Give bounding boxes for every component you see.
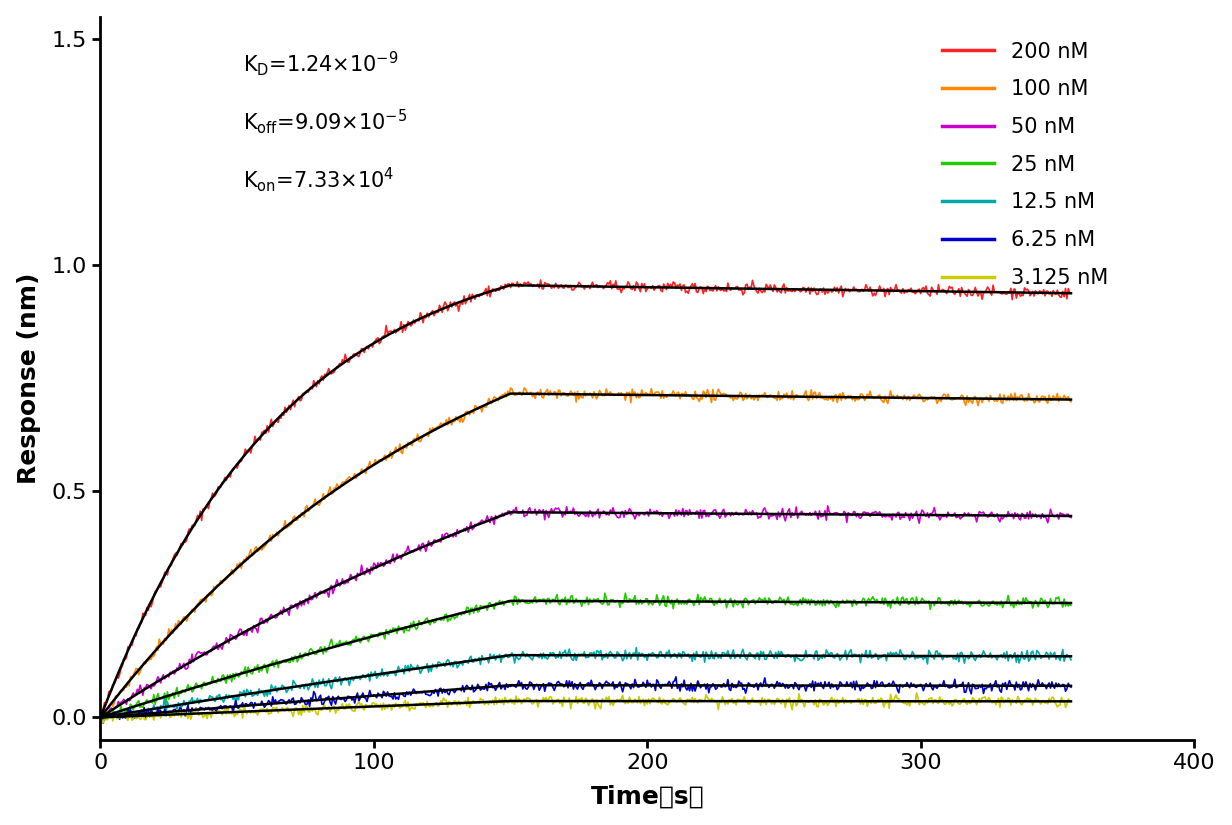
Y-axis label: Response (nm): Response (nm) [17, 272, 41, 484]
Legend: 200 nM, 100 nM, 50 nM, 25 nM, 12.5 nM, 6.25 nM, 3.125 nM: 200 nM, 100 nM, 50 nM, 25 nM, 12.5 nM, 6… [942, 41, 1108, 288]
Text: K$_\mathregular{off}$=9.09×10$^{-5}$: K$_\mathregular{off}$=9.09×10$^{-5}$ [243, 107, 407, 136]
Text: K$_\mathregular{on}$=7.33×10$^{4}$: K$_\mathregular{on}$=7.33×10$^{4}$ [243, 165, 394, 194]
X-axis label: Time（s）: Time（s） [590, 785, 703, 808]
Text: K$_\mathregular{D}$=1.24×10$^{-9}$: K$_\mathregular{D}$=1.24×10$^{-9}$ [243, 50, 398, 78]
